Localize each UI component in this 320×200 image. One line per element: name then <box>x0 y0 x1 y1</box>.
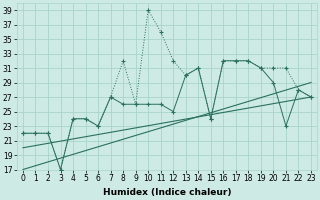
X-axis label: Humidex (Indice chaleur): Humidex (Indice chaleur) <box>103 188 231 197</box>
